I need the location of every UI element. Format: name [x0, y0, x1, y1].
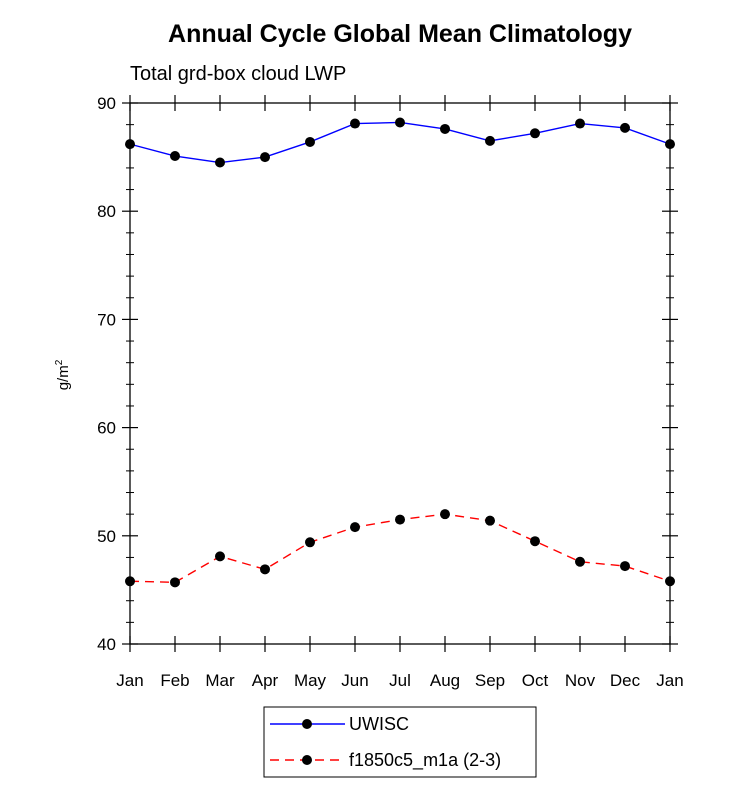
legend-box — [263, 706, 537, 778]
data-point — [530, 128, 540, 139]
y-tick-label: 50 — [97, 527, 116, 546]
data-point — [305, 537, 315, 548]
series-line-1 — [129, 121, 671, 164]
y-axis-label: g/m2 — [54, 359, 72, 390]
legend-marker-2 — [302, 755, 312, 765]
data-point — [620, 122, 630, 133]
x-tick-label: Jun — [341, 671, 368, 690]
data-point — [575, 118, 585, 129]
data-point — [485, 135, 495, 146]
x-tick-label: Mar — [205, 671, 235, 690]
x-tick-label: Sep — [475, 671, 505, 690]
data-point — [440, 509, 450, 520]
x-tick-label: Aug — [430, 671, 460, 690]
data-point — [350, 522, 360, 533]
legend-label-2: f1850c5_m1a (2-3) — [349, 750, 501, 771]
data-point — [395, 117, 405, 128]
data-point — [215, 157, 225, 168]
x-tick-label: Nov — [565, 671, 596, 690]
data-point — [575, 556, 585, 567]
legend-label-1: UWISC — [349, 714, 409, 734]
legend: UWISC f1850c5_m1a (2-3) — [263, 706, 537, 778]
data-point — [530, 536, 540, 547]
y-tick-label: 90 — [97, 94, 116, 113]
data-point — [485, 515, 495, 526]
chart-title: Annual Cycle Global Mean Climatology — [168, 20, 632, 48]
x-tick-label: Apr — [252, 671, 279, 690]
y-tick-label: 80 — [97, 202, 116, 221]
data-point — [260, 564, 270, 575]
data-point — [215, 551, 225, 562]
chart-subtitle: Total grd-box cloud LWP — [130, 63, 346, 85]
y-tick-label: 40 — [97, 635, 116, 654]
data-point — [125, 576, 135, 587]
data-point — [665, 139, 675, 150]
data-point — [395, 514, 405, 525]
data-point — [350, 118, 360, 129]
data-point — [170, 151, 180, 162]
x-tick-label: Oct — [522, 671, 549, 690]
data-point — [665, 576, 675, 587]
data-point — [620, 561, 630, 572]
data-point — [305, 136, 315, 147]
data-point — [260, 152, 270, 163]
x-tick-label: Jan — [116, 671, 143, 690]
y-tick-label: 60 — [97, 419, 116, 438]
data-point — [170, 577, 180, 588]
x-tick-label: Jul — [389, 671, 411, 690]
x-tick-label: Dec — [610, 671, 641, 690]
y-tick-label: 70 — [97, 310, 116, 329]
x-tick-label: Feb — [160, 671, 189, 690]
x-tick-label: Jan — [656, 671, 683, 690]
data-point — [125, 139, 135, 150]
data-point — [440, 123, 450, 134]
legend-marker-1 — [302, 719, 312, 729]
x-tick-label: May — [294, 671, 327, 690]
